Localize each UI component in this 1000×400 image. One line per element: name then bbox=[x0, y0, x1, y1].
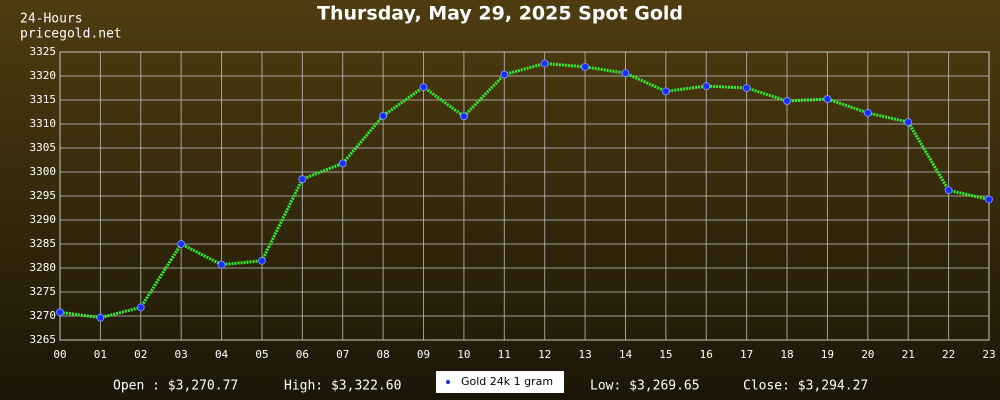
stat-label: Close: $3,294.27 bbox=[743, 379, 868, 394]
x-tick-label: 16 bbox=[700, 348, 713, 361]
y-tick-label: 3280 bbox=[30, 261, 57, 274]
x-tick-label: 15 bbox=[659, 348, 672, 361]
x-tick-label: 12 bbox=[538, 348, 551, 361]
stat-label: High: $3,322.60 bbox=[284, 379, 401, 394]
chart-title: Thursday, May 29, 2025 Spot Gold bbox=[317, 3, 683, 25]
y-tick-label: 3285 bbox=[30, 237, 57, 250]
x-tick-label: 05 bbox=[255, 348, 268, 361]
data-point bbox=[56, 308, 64, 317]
y-tick-label: 3310 bbox=[30, 117, 57, 130]
x-tick-label: 18 bbox=[780, 348, 793, 361]
x-tick-label: 13 bbox=[578, 348, 591, 361]
data-point bbox=[823, 95, 832, 103]
x-tick-label: 02 bbox=[134, 348, 147, 361]
x-tick-label: 07 bbox=[336, 348, 349, 361]
x-tick-label: 00 bbox=[53, 348, 66, 361]
data-point bbox=[379, 111, 388, 120]
data-point bbox=[338, 159, 347, 168]
legend-marker bbox=[446, 380, 450, 384]
data-point bbox=[500, 70, 509, 79]
y-tick-label: 3270 bbox=[30, 309, 57, 322]
x-tick-label: 08 bbox=[377, 348, 390, 361]
data-point bbox=[419, 83, 428, 91]
data-point bbox=[904, 118, 913, 126]
data-point bbox=[783, 97, 791, 105]
y-tick-label: 3300 bbox=[30, 165, 57, 178]
data-point bbox=[581, 62, 589, 71]
data-point bbox=[944, 186, 953, 195]
y-tick-label: 3275 bbox=[30, 285, 57, 298]
price-line bbox=[59, 62, 990, 320]
data-point bbox=[540, 59, 549, 68]
stat-label: Low: $3,269.65 bbox=[590, 379, 700, 394]
x-tick-label: 23 bbox=[982, 348, 995, 361]
legend-label: Gold 24k 1 gram bbox=[461, 375, 553, 388]
y-tick-label: 3325 bbox=[30, 45, 57, 58]
data-point bbox=[460, 112, 468, 121]
data-point bbox=[661, 87, 670, 96]
data-point bbox=[985, 195, 993, 204]
data-point bbox=[177, 240, 186, 248]
x-tick-label: 20 bbox=[861, 348, 874, 361]
subtitle: 24-Hours bbox=[20, 12, 83, 27]
x-tick-label: 06 bbox=[296, 348, 309, 361]
data-point bbox=[96, 313, 105, 322]
x-tick-label: 19 bbox=[821, 348, 834, 361]
data-point bbox=[863, 109, 872, 117]
data-point bbox=[702, 82, 711, 90]
data-point bbox=[136, 303, 145, 312]
x-tick-label: 17 bbox=[740, 348, 753, 361]
y-tick-label: 3305 bbox=[30, 141, 57, 154]
data-point bbox=[298, 175, 307, 184]
stat-label: Open : $3,270.77 bbox=[113, 379, 238, 394]
y-tick-label: 3265 bbox=[30, 333, 57, 346]
x-tick-label: 22 bbox=[942, 348, 955, 361]
y-tick-label: 3290 bbox=[30, 213, 57, 226]
x-tick-label: 14 bbox=[619, 348, 633, 361]
data-point bbox=[621, 69, 630, 78]
data-point bbox=[258, 256, 266, 265]
x-tick-label: 04 bbox=[215, 348, 229, 361]
x-tick-label: 21 bbox=[902, 348, 915, 361]
legend: Gold 24k 1 gram bbox=[436, 371, 564, 393]
x-tick-label: 09 bbox=[417, 348, 430, 361]
source: pricegold.net bbox=[20, 27, 122, 42]
legend-box bbox=[436, 371, 564, 393]
x-tick-label: 01 bbox=[94, 348, 107, 361]
x-tick-label: 03 bbox=[175, 348, 188, 361]
y-tick-label: 3315 bbox=[30, 93, 57, 106]
y-tick-label: 3320 bbox=[30, 69, 57, 82]
x-tick-label: 10 bbox=[457, 348, 470, 361]
x-tick-label: 11 bbox=[498, 348, 511, 361]
data-point bbox=[742, 84, 751, 92]
y-tick-label: 3295 bbox=[30, 189, 57, 202]
data-point bbox=[217, 260, 226, 269]
